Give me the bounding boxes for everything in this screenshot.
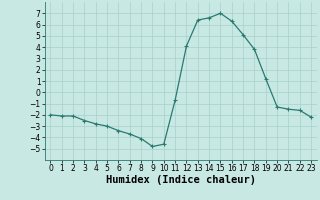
X-axis label: Humidex (Indice chaleur): Humidex (Indice chaleur): [106, 175, 256, 185]
